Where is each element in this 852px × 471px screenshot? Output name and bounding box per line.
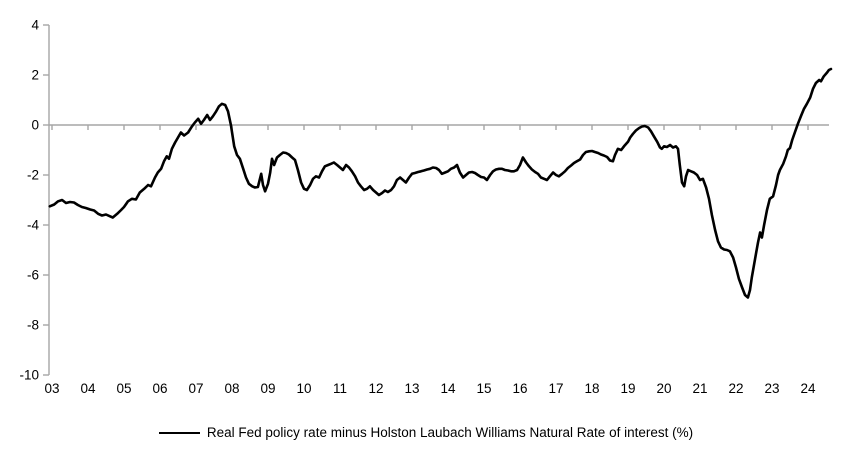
x-tick-label: 19 <box>620 381 635 396</box>
x-tick-label: 15 <box>476 381 491 396</box>
series-line <box>48 67 833 299</box>
x-tick-label: 10 <box>296 381 311 396</box>
legend-line-sample <box>158 431 200 434</box>
y-tick-label: 0 <box>31 118 39 133</box>
x-tick-label: 22 <box>728 381 743 396</box>
y-tick-label: 2 <box>31 68 39 83</box>
x-tick-label: 20 <box>656 381 671 396</box>
x-tick-label: 03 <box>44 381 59 396</box>
y-tick-label: -10 <box>19 368 39 383</box>
y-tick-label: -2 <box>27 168 39 183</box>
x-tick-label: 07 <box>188 381 203 396</box>
x-tick-label: 08 <box>224 381 239 396</box>
x-tick-label: 11 <box>333 381 347 396</box>
legend: Real Fed policy rate minus Holston Lauba… <box>0 425 852 440</box>
y-tick-label: -6 <box>27 268 39 283</box>
x-tick-label: 18 <box>584 381 599 396</box>
y-tick-label: -4 <box>27 218 39 233</box>
x-tick-label: 04 <box>80 381 96 396</box>
y-tick-label: -8 <box>27 318 39 333</box>
x-tick-label: 13 <box>404 381 419 396</box>
x-tick-label: 05 <box>116 381 131 396</box>
x-tick-label: 23 <box>764 381 779 396</box>
x-tick-label: 12 <box>368 381 383 396</box>
legend-label: Real Fed policy rate minus Holston Lauba… <box>206 425 694 440</box>
x-tick-label: 17 <box>548 381 563 396</box>
x-tick-label: 06 <box>152 381 167 396</box>
x-tick-label: 16 <box>512 381 527 396</box>
x-tick-label: 24 <box>800 381 816 396</box>
y-tick-label: 4 <box>31 18 39 33</box>
x-tick-label: 14 <box>440 381 456 396</box>
x-tick-label: 21 <box>692 381 707 396</box>
x-tick-label: 09 <box>260 381 275 396</box>
